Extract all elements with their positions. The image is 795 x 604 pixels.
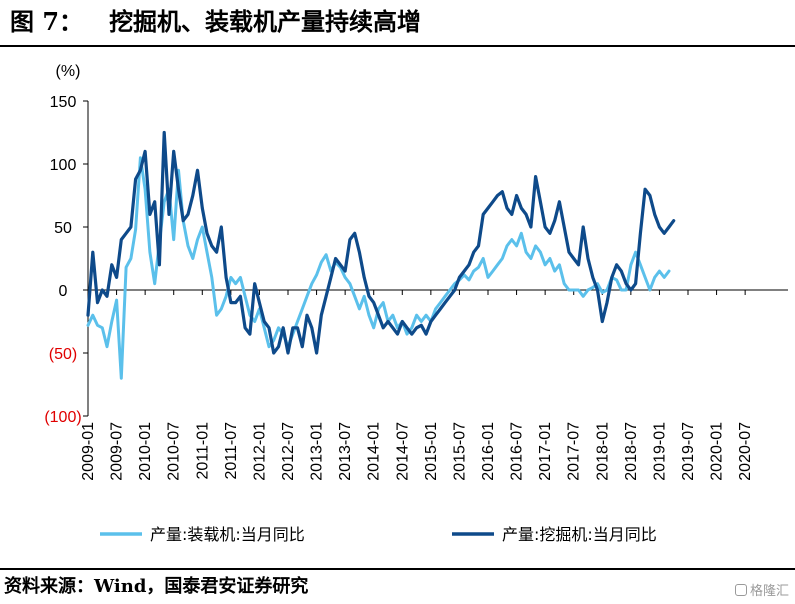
figure-number: 图 7： <box>10 7 84 36</box>
axes: (100) (50) 0 50 100 150 2009-01 2009-07 2010-01 2… <box>44 94 788 481</box>
figure-heading: 挖掘机、装载机产量持续高增 <box>109 7 422 36</box>
series-line-1 <box>86 156 671 380</box>
x-tick-label: 2016-07 <box>509 422 526 481</box>
watermark-text: 格隆汇 <box>749 584 789 599</box>
x-tick-label: 2010-07 <box>166 422 183 481</box>
y-tick-label: (100) <box>44 409 81 426</box>
line-chart: (%) (100) (50) 0 50 100 150 2009-01 2009-07 2010… <box>44 63 788 544</box>
x-tick-label: 2017-01 <box>537 422 554 481</box>
x-tick-label: 2014-07 <box>394 422 411 481</box>
legend: 产量:装载机:当月同比 产量:挖掘机:当月同比 <box>100 525 657 544</box>
series-layer <box>86 130 676 380</box>
x-tick-label: 2018-01 <box>594 422 611 481</box>
x-tick-label: 2019-01 <box>651 422 668 481</box>
top-rule <box>0 45 795 47</box>
watermark-logo-icon <box>734 583 747 596</box>
y-tick-label: (50) <box>49 346 77 363</box>
legend-label-1: 产量:装载机:当月同比 <box>150 525 305 544</box>
x-tick-label: 2015-01 <box>423 422 440 481</box>
figure-title: 图 7： 挖掘机、装载机产量持续高增 <box>10 4 421 40</box>
x-tick-label: 2012-01 <box>251 422 268 481</box>
x-tick-label: 2011-07 <box>223 422 240 480</box>
x-tick-label: 2013-07 <box>337 422 354 481</box>
x-tick-label: 2020-01 <box>709 422 726 481</box>
x-tick-label: 2013-01 <box>309 422 326 481</box>
x-tick-label: 2018-07 <box>623 422 640 481</box>
series-line-2 <box>86 130 676 355</box>
y-axis-unit: (%) <box>56 63 81 80</box>
x-tick-label: 2009-07 <box>109 422 126 481</box>
x-tick-label: 2010-01 <box>137 422 154 481</box>
x-tick-label: 2019-07 <box>680 422 697 481</box>
x-tick-label: 2009-01 <box>80 422 97 481</box>
x-tick-label: 2012-07 <box>280 422 297 481</box>
x-tick-label: 2011-01 <box>194 422 211 480</box>
y-tick-label: 0 <box>59 283 68 300</box>
x-tick-label: 2017-07 <box>566 422 583 481</box>
legend-label-2: 产量:挖掘机:当月同比 <box>502 525 657 544</box>
x-tick-label: 2015-07 <box>451 422 468 481</box>
y-tick-label: 100 <box>50 157 77 174</box>
watermark: 格隆汇 <box>734 580 789 599</box>
bottom-rule <box>0 568 795 570</box>
source-note: 资料来源：Wind，国泰君安证券研究 <box>4 576 309 597</box>
x-tick-label: 2016-01 <box>480 422 497 481</box>
x-tick-label: 2020-07 <box>737 422 754 481</box>
y-tick-label: 50 <box>54 220 72 237</box>
x-tick-label: 2014-01 <box>366 422 383 481</box>
y-tick-label: 150 <box>50 94 77 111</box>
